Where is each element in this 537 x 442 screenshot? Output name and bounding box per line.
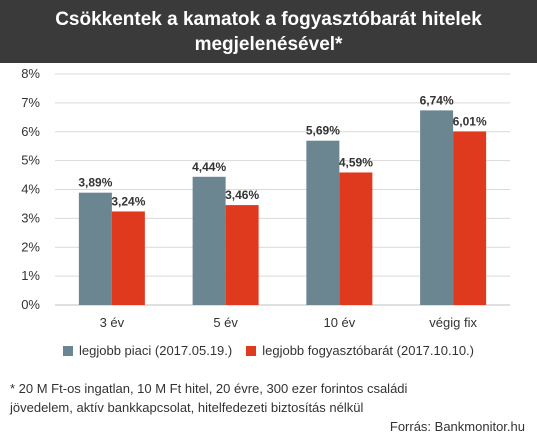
footnote: * 20 M Ft-os ingatlan, 10 M Ft hitel, 20… xyxy=(10,379,530,417)
legend-swatch-series1 xyxy=(63,345,73,356)
y-tick-label: 6% xyxy=(21,124,40,139)
x-tick-label: végig fix xyxy=(429,315,477,330)
legend: legjobb piaci (2017.05.19.) legjobb fogy… xyxy=(0,343,537,358)
x-tick-label: 10 év xyxy=(323,315,355,330)
data-label-series1: 5,69% xyxy=(306,124,340,138)
bar-series2 xyxy=(111,211,145,305)
legend-label-series1: legjobb piaci (2017.05.19.) xyxy=(79,343,233,358)
x-tick-label: 5 év xyxy=(213,315,238,330)
bar-series2 xyxy=(339,172,373,305)
bar-series1 xyxy=(192,176,226,305)
y-tick-label: 7% xyxy=(21,95,40,110)
bar-chart: 0% 1% 2% 3% 4% 5% 6% 7% 8% 3,89% 3,24% 3 év 4,44% 3,4… xyxy=(21,66,510,330)
title-bar: Csökkentek a kamatok a fogyasztóbarát hi… xyxy=(0,0,537,63)
chart-title-line1: Csökkentek a kamatok a fogyasztóbarát hi… xyxy=(55,8,482,30)
legend-item-series1: legjobb piaci (2017.05.19.) xyxy=(63,343,232,358)
bar-series2 xyxy=(225,205,259,305)
legend-item-series2: legjobb fogyasztóbarát (2017.10.10.) xyxy=(246,343,474,358)
y-tick-label: 8% xyxy=(21,66,40,81)
data-label-series1: 3,89% xyxy=(78,176,112,190)
footnote-line2: jövedelem, aktív bankkapcsolat, hitelfed… xyxy=(10,400,364,415)
source-credit: Forrás: Bankmonitor.hu xyxy=(389,419,525,434)
bar-series1 xyxy=(306,140,340,305)
bar-series2 xyxy=(453,131,487,305)
legend-swatch-series2 xyxy=(246,345,257,356)
y-tick-label: 4% xyxy=(21,182,40,197)
bar-series1 xyxy=(78,192,112,305)
y-tick-label: 0% xyxy=(21,297,40,312)
y-tick-label: 1% xyxy=(21,268,40,283)
footnote-line1: * 20 M Ft-os ingatlan, 10 M Ft hitel, 20… xyxy=(10,381,408,396)
chart-title-line2: megjelenésével* xyxy=(194,33,343,55)
x-tick-label: 3 év xyxy=(100,315,125,330)
y-tick-label: 3% xyxy=(21,210,40,225)
data-label-series1: 6,74% xyxy=(420,93,454,107)
data-label-series2: 3,24% xyxy=(111,194,145,208)
data-label-series2: 4,59% xyxy=(339,155,373,169)
data-label-series1: 4,44% xyxy=(192,160,226,174)
legend-label-series2: legjobb fogyasztóbarát (2017.10.10.) xyxy=(262,343,474,358)
y-tick-label: 5% xyxy=(21,153,40,168)
y-tick-label: 2% xyxy=(21,239,40,254)
bar-series1 xyxy=(420,110,454,305)
data-label-series2: 6,01% xyxy=(453,114,487,128)
data-label-series2: 3,46% xyxy=(225,188,259,202)
